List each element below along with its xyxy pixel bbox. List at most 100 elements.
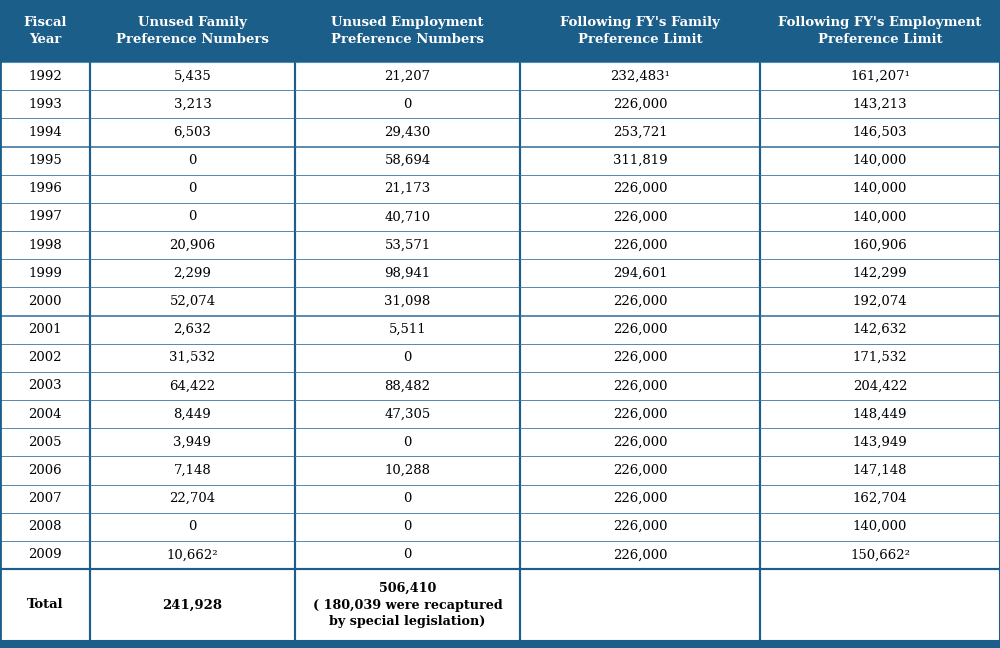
Bar [90,231,295,259]
Text: 2009: 2009 [28,548,62,561]
Bar [295,569,520,641]
Text: 2001: 2001 [28,323,62,336]
Bar [295,287,520,316]
Bar [520,62,760,90]
Text: 192,074: 192,074 [853,295,907,308]
Text: 2003: 2003 [28,380,62,393]
Text: Following FY's Employment
Preference Limit: Following FY's Employment Preference Lim… [778,16,982,46]
Text: 0: 0 [403,435,412,449]
Text: 161,207¹: 161,207¹ [850,69,910,82]
Bar [520,0,760,62]
Bar [520,175,760,203]
Bar [760,456,1000,485]
Text: 1999: 1999 [28,267,62,280]
Text: 0: 0 [403,520,412,533]
Text: 31,532: 31,532 [169,351,216,364]
Bar [760,372,1000,400]
Text: Total: Total [27,599,63,612]
Bar [90,513,295,541]
Bar [520,259,760,287]
Bar [760,485,1000,513]
Text: Fiscal
Year: Fiscal Year [23,16,67,46]
Bar [295,62,520,90]
Text: 0: 0 [188,154,197,167]
Bar [520,400,760,428]
Bar [0,175,90,203]
Text: 148,449: 148,449 [853,408,907,421]
Bar [0,90,90,119]
Bar [295,119,520,146]
Text: 21,207: 21,207 [384,69,431,82]
Text: 143,213: 143,213 [853,98,907,111]
Bar [90,90,295,119]
Text: 5,511: 5,511 [389,323,426,336]
Text: 232,483¹: 232,483¹ [610,69,670,82]
Bar [760,513,1000,541]
Text: 150,662²: 150,662² [850,548,910,561]
Text: 506,410
( 180,039 were recaptured
by special legislation): 506,410 ( 180,039 were recaptured by spe… [313,581,502,629]
Text: 226,000: 226,000 [613,323,667,336]
Bar [520,203,760,231]
Bar [0,513,90,541]
Text: 226,000: 226,000 [613,182,667,195]
Text: 0: 0 [403,98,412,111]
Text: 1992: 1992 [28,69,62,82]
Text: 311,819: 311,819 [613,154,667,167]
Bar [90,0,295,62]
Text: 10,662²: 10,662² [167,548,218,561]
Bar [0,456,90,485]
Bar [295,203,520,231]
Bar [0,62,90,90]
Text: 29,430: 29,430 [384,126,431,139]
Text: 147,148: 147,148 [853,464,907,477]
Bar [90,259,295,287]
Bar [760,259,1000,287]
Bar [0,259,90,287]
Bar [520,513,760,541]
Text: 98,941: 98,941 [384,267,431,280]
Text: 52,074: 52,074 [169,295,216,308]
Bar [520,372,760,400]
Bar [520,287,760,316]
Text: 1995: 1995 [28,154,62,167]
Bar [295,231,520,259]
Bar [760,400,1000,428]
Bar [760,428,1000,456]
Text: 1996: 1996 [28,182,62,195]
Bar [0,541,90,569]
Bar [520,541,760,569]
Bar [90,541,295,569]
Bar [295,90,520,119]
Bar [295,316,520,343]
Text: 142,632: 142,632 [853,323,907,336]
Text: 2007: 2007 [28,492,62,505]
Bar [295,541,520,569]
Bar [90,316,295,343]
Text: 140,000: 140,000 [853,520,907,533]
Bar [90,372,295,400]
Text: 253,721: 253,721 [613,126,667,139]
Bar [520,343,760,372]
Text: 20,906: 20,906 [169,238,216,251]
Text: 2004: 2004 [28,408,62,421]
Bar [0,400,90,428]
Bar [0,203,90,231]
Bar [760,0,1000,62]
Bar [520,119,760,146]
Text: 3,949: 3,949 [174,435,212,449]
Text: 8,449: 8,449 [174,408,211,421]
Text: 2006: 2006 [28,464,62,477]
Text: 21,173: 21,173 [384,182,431,195]
Bar [520,456,760,485]
Bar [295,456,520,485]
Text: 226,000: 226,000 [613,435,667,449]
Bar [520,90,760,119]
Bar [760,175,1000,203]
Text: 5,435: 5,435 [174,69,211,82]
Text: 0: 0 [403,492,412,505]
Text: 226,000: 226,000 [613,492,667,505]
Bar [760,287,1000,316]
Bar [0,287,90,316]
Text: 241,928: 241,928 [162,599,222,612]
Text: 0: 0 [188,211,197,224]
